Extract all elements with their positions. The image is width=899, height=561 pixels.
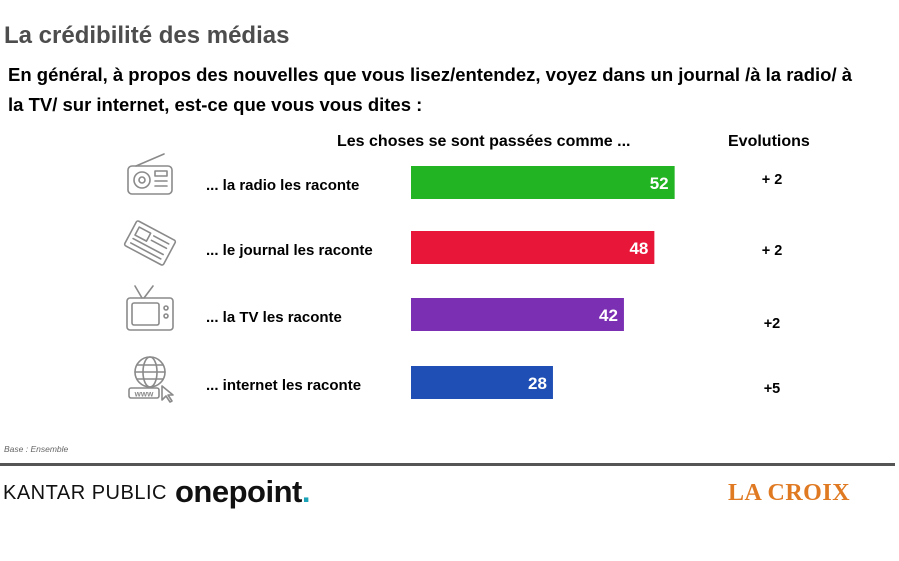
newspaper-line	[132, 237, 164, 256]
footer-divider	[0, 463, 895, 466]
evolutions-header: Evolutions	[728, 133, 810, 150]
bar-value-label: 42	[599, 306, 618, 325]
evolution-value: + 2	[762, 243, 783, 259]
category-label: ... le journal les raconte	[206, 242, 373, 259]
base-note: Base : Ensemble	[4, 444, 69, 454]
bar-chart: 52 ... la radio les raconte + 2 48 ... le jo…	[123, 153, 783, 403]
radio-display	[154, 170, 168, 177]
onepoint-logo-text: onepoint	[175, 474, 302, 509]
radio-speaker-center	[138, 176, 146, 184]
tv-antenna	[134, 285, 143, 299]
newspaper-photo	[134, 226, 152, 242]
tv-screen	[131, 302, 160, 326]
bar	[411, 166, 675, 199]
kantar-public-logo: KANTAR PUBLIC	[3, 482, 167, 504]
tv-icon	[126, 285, 174, 331]
newspaper-page	[123, 220, 177, 266]
onepoint-logo-dot: .	[301, 474, 311, 509]
radio-antenna	[135, 153, 165, 167]
www-label: www	[134, 390, 154, 399]
bar-value-label: 28	[528, 374, 547, 393]
newspaper-line	[152, 235, 170, 245]
tv-knob	[163, 313, 169, 319]
bars-header: Les choses se sont passées comme ...	[337, 133, 631, 150]
bar-value-label: 48	[629, 239, 648, 258]
bar	[411, 298, 624, 331]
category-label: ... la radio les raconte	[206, 177, 359, 194]
category-label: ... la TV les raconte	[206, 309, 342, 326]
evolution-value: + 2	[762, 172, 783, 188]
radio-speaker	[133, 171, 151, 189]
www-box	[128, 387, 160, 399]
tv-body	[126, 297, 174, 331]
radio-body	[127, 165, 173, 195]
cursor-arrow	[161, 385, 174, 403]
newspaper-icon	[123, 220, 177, 266]
tv-knob	[163, 305, 169, 311]
category-label: ... internet les raconte	[206, 377, 361, 394]
bar	[411, 231, 655, 264]
newspaper-line	[129, 242, 162, 260]
evolution-value: +2	[764, 316, 781, 332]
newspaper-line	[150, 239, 168, 250]
page-title: La crédibilité des médias	[4, 22, 290, 49]
onepoint-logo: onepoint.	[175, 474, 310, 510]
la-croix-logo: LA CROIX	[728, 480, 851, 506]
internet-globe-icon: www	[128, 356, 174, 403]
survey-question: En général, à propos des nouvelles que v…	[8, 64, 853, 115]
radio-icon	[127, 153, 173, 195]
tv-antenna	[143, 285, 154, 299]
bar-value-label: 52	[650, 174, 669, 193]
newspaper-shape	[123, 220, 177, 266]
bar	[411, 366, 553, 399]
evolution-value: +5	[764, 381, 781, 397]
